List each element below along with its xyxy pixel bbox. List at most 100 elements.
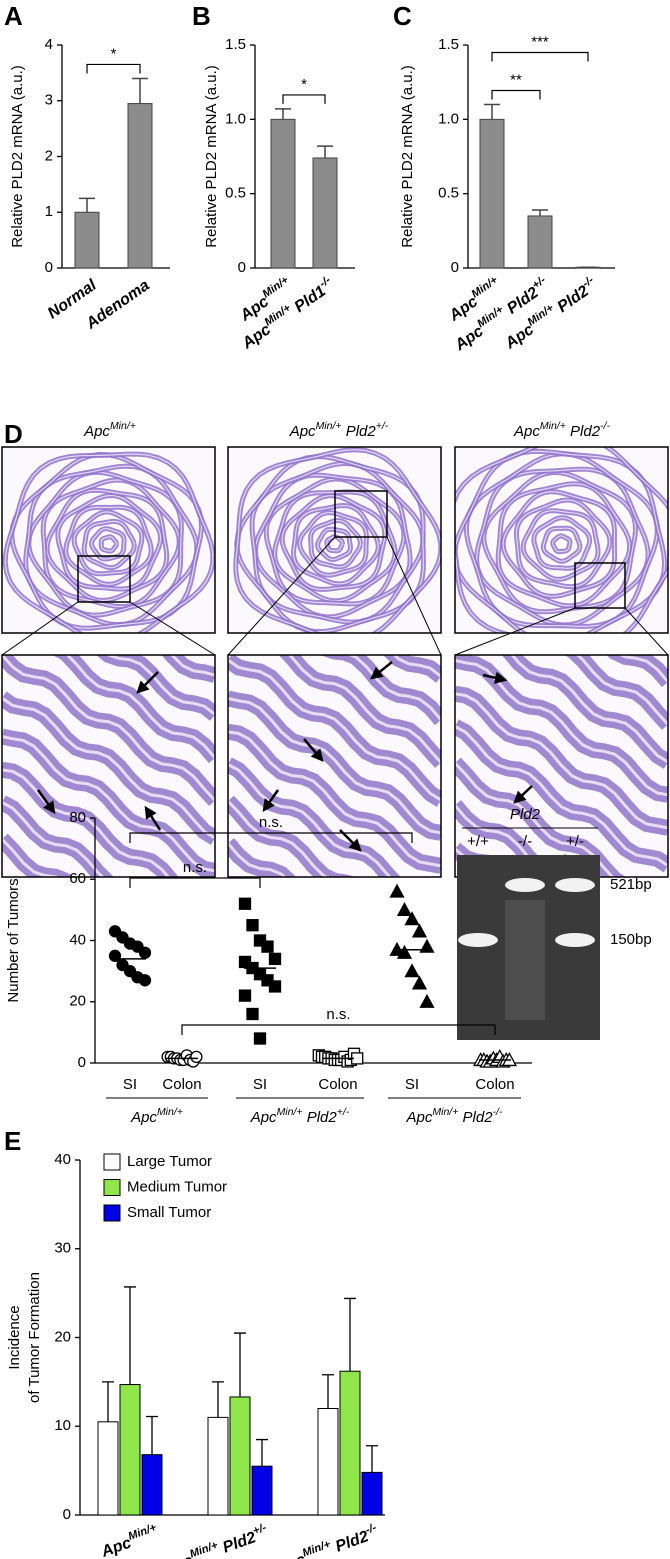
y-tick-label: 0 (63, 1506, 71, 1523)
column-title-part: Apc (83, 423, 110, 440)
tissue-band-light (228, 842, 287, 877)
y-tick-label: 1.0 (438, 110, 459, 127)
data-point (253, 1032, 267, 1045)
tissue-fold-light (326, 536, 344, 552)
tissue-fold-light (83, 520, 135, 569)
tissue-fold-light (483, 471, 637, 613)
column-title-part: +/- (376, 420, 389, 432)
error-bar (275, 108, 291, 120)
tissue-fold-light (502, 491, 616, 597)
tissue-band-light (228, 697, 441, 835)
error-bar (79, 197, 95, 213)
x-tick-label-part: Min/+ (127, 1522, 159, 1543)
comparison-label: n.s. (259, 814, 283, 831)
data-point (138, 974, 152, 987)
tissue-fold-light (281, 494, 386, 590)
tissue-band-light (510, 655, 668, 764)
bar (127, 103, 153, 269)
arrow (144, 805, 162, 831)
tissue-band-light (392, 655, 441, 678)
bar (317, 1408, 339, 1516)
y-tick-label: 20 (54, 1328, 71, 1345)
bar (312, 157, 338, 269)
tissue-image (455, 655, 668, 877)
data-point (268, 980, 282, 993)
group-label-part: Apc (130, 1109, 157, 1126)
tissue-band-light (228, 800, 330, 877)
x-tick-label: ApcMin/+ Pld2-/- (272, 1522, 382, 1559)
y-tick-label: 40 (54, 1151, 71, 1168)
gel-lane: +/+ (467, 833, 489, 850)
zoom-box (334, 490, 388, 538)
zoom-box (574, 562, 626, 609)
tissue-band (2, 925, 215, 1067)
tissue-image (228, 447, 441, 633)
tissue-fold-light (552, 535, 571, 553)
tissue-band-light (455, 659, 668, 797)
panel-label: B (192, 1, 211, 31)
error-bar (317, 145, 333, 158)
y-tick-label: 2 (45, 147, 53, 164)
data-point (238, 989, 252, 1002)
bar (361, 1471, 383, 1516)
image-border (1, 654, 216, 878)
group-label-part: Apc (250, 1109, 277, 1126)
x-tick-label: Colon (475, 1076, 514, 1093)
panel-label: A (4, 1, 23, 31)
data-point (190, 1050, 203, 1064)
gel-image (457, 827, 600, 1040)
x-tick-label: SI (253, 1076, 267, 1093)
x-tick-label-part: Min/+ (260, 274, 291, 301)
comparison-label: * (301, 76, 307, 93)
tissue-band-light (2, 925, 215, 1067)
y-tick-label: 0 (238, 259, 246, 276)
y-tick-label: 0.5 (438, 185, 459, 202)
column-title: ApcMin/+ Pld2+/- (289, 420, 389, 440)
comparison-bracket (86, 63, 141, 74)
error-bar (322, 1374, 334, 1409)
data-point (419, 993, 435, 1008)
x-tick-label-part: Min/+ (188, 1539, 220, 1559)
gel-title: Pld2 (510, 806, 541, 823)
data-point (246, 1007, 259, 1021)
tissue-fold-light (273, 491, 396, 602)
tissue-image (2, 447, 215, 633)
tissue-band-light (287, 655, 441, 764)
zoom-line (386, 536, 442, 656)
tissue-fold-light (515, 499, 611, 588)
zoom-line (227, 536, 336, 656)
bar (141, 1454, 163, 1516)
tissue-fold-light (310, 520, 361, 568)
data-point (389, 883, 405, 898)
x-tick-label-part: -/- (364, 1522, 378, 1537)
data-point (268, 952, 282, 966)
tissue-band-light (2, 735, 215, 873)
arrow (262, 789, 280, 813)
tissue-band (7, 876, 9, 877)
bar (527, 215, 553, 269)
comparison-bracket (491, 89, 541, 100)
y-tick-label: 3 (45, 92, 53, 109)
column-title-part: Pld2 (342, 423, 377, 440)
tissue-fold-light (316, 528, 351, 561)
y-axis-label: Incidence (6, 1305, 23, 1369)
x-tick-label-part: Min/+ (301, 1538, 333, 1559)
column-title-part: -/- (600, 420, 610, 432)
data-point (396, 944, 413, 959)
bar (207, 1416, 229, 1516)
arrow (513, 785, 533, 804)
tissue-band-light (2, 881, 215, 1027)
gel-band (555, 878, 595, 892)
legend-label: Large Tumor (127, 1153, 212, 1170)
tissue-band-light (2, 768, 171, 877)
tissue-band-light (228, 730, 441, 868)
y-tick-label: 1 (45, 203, 53, 220)
column-title-part: Apc (289, 423, 316, 440)
tissue-fold-light (235, 449, 441, 633)
group-label-part: Pld2 (303, 1109, 338, 1126)
histology-images (1, 446, 669, 1067)
zoom-line (129, 601, 216, 656)
column-title-part: Pld2 (566, 423, 601, 440)
gel-band-label: 150bp (610, 931, 652, 948)
y-tick-label: 20 (69, 993, 86, 1010)
